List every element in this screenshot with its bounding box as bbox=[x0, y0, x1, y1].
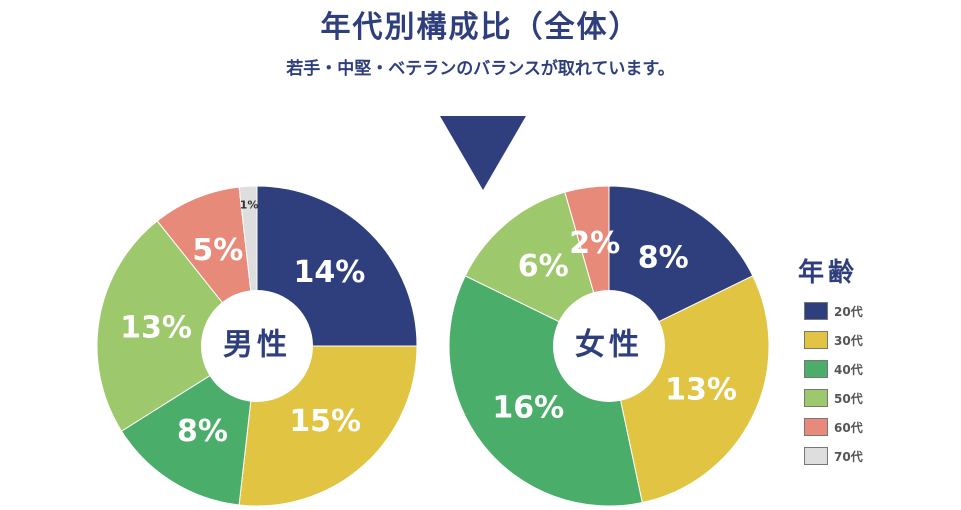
slice-label: 2% bbox=[569, 226, 620, 261]
pie-slice bbox=[448, 275, 643, 507]
legend-label: 20代 bbox=[834, 304, 863, 319]
legend-item: 70代 bbox=[796, 446, 906, 466]
center-label: 女性 bbox=[575, 328, 643, 363]
chart-subtitle: 若手・中堅・ベテランのバランスが取れています。 bbox=[286, 59, 675, 79]
legend: 年齢 20代 30代 40代 50代 60代 70代 bbox=[796, 252, 906, 475]
legend-label: 50代 bbox=[834, 391, 863, 406]
slice-label: 13% bbox=[665, 372, 737, 407]
chart-title: 年代別構成比（全体） bbox=[320, 10, 641, 45]
slice-label: 13% bbox=[120, 310, 192, 345]
slice-label: 6% bbox=[518, 249, 569, 284]
legend-item: 20代 bbox=[796, 301, 906, 321]
legend-label: 30代 bbox=[834, 333, 863, 348]
legend-item: 60代 bbox=[796, 417, 906, 437]
legend-label: 40代 bbox=[834, 362, 863, 377]
center-label: 男性 bbox=[223, 328, 291, 363]
slice-label: 8% bbox=[177, 414, 228, 449]
pie-slice bbox=[256, 185, 418, 347]
legend-swatch bbox=[804, 447, 828, 465]
legend-label: 70代 bbox=[834, 449, 863, 464]
legend-swatch bbox=[804, 418, 828, 436]
legend-swatch bbox=[804, 389, 828, 407]
slice-label: 16% bbox=[492, 391, 564, 426]
slice-label: 14% bbox=[294, 255, 366, 290]
legend-label: 60代 bbox=[834, 420, 863, 435]
slice-label: 5% bbox=[192, 233, 243, 268]
slice-label: 15% bbox=[289, 404, 361, 439]
slice-label: 8% bbox=[638, 241, 689, 276]
legend-item: 30代 bbox=[796, 330, 906, 350]
legend-swatch bbox=[804, 360, 828, 378]
slice-label: 1% bbox=[240, 198, 259, 211]
donut-hole bbox=[201, 290, 313, 402]
legend-swatch bbox=[804, 302, 828, 320]
legend-item: 50代 bbox=[796, 388, 906, 408]
legend-swatch bbox=[804, 331, 828, 349]
pie-slice bbox=[96, 220, 258, 432]
legend-title: 年齢 bbox=[798, 258, 859, 288]
legend-item: 40代 bbox=[796, 359, 906, 379]
donut-hole bbox=[553, 290, 665, 402]
